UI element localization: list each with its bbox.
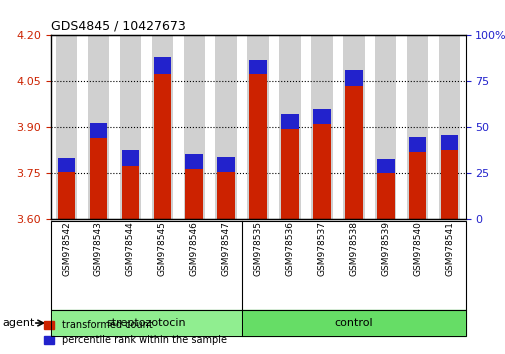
Text: GSM978545: GSM978545 bbox=[158, 221, 167, 276]
Bar bbox=[440, 135, 458, 150]
Text: GSM978547: GSM978547 bbox=[221, 221, 230, 276]
Bar bbox=[313, 124, 330, 219]
Bar bbox=[89, 123, 107, 138]
Bar bbox=[121, 150, 139, 166]
Bar bbox=[58, 172, 75, 219]
Bar bbox=[440, 150, 458, 219]
Text: GSM978541: GSM978541 bbox=[444, 221, 453, 276]
Bar bbox=[58, 158, 75, 172]
Text: GSM978538: GSM978538 bbox=[348, 221, 358, 276]
Text: GSM978540: GSM978540 bbox=[412, 221, 421, 276]
Bar bbox=[344, 70, 362, 86]
Bar bbox=[279, 35, 300, 219]
Legend: transformed count, percentile rank within the sample: transformed count, percentile rank withi… bbox=[40, 316, 230, 349]
Text: control: control bbox=[334, 318, 372, 328]
Bar bbox=[89, 138, 107, 219]
Text: GSM978546: GSM978546 bbox=[189, 221, 198, 276]
Text: GSM978544: GSM978544 bbox=[126, 221, 135, 276]
Bar bbox=[313, 109, 330, 124]
Bar bbox=[217, 157, 234, 172]
Text: GSM978543: GSM978543 bbox=[94, 221, 103, 276]
Text: agent: agent bbox=[3, 318, 35, 328]
Bar bbox=[87, 35, 109, 219]
Bar bbox=[247, 35, 268, 219]
Bar bbox=[281, 129, 298, 219]
Bar bbox=[408, 137, 426, 152]
Bar bbox=[342, 35, 364, 219]
Text: GDS4845 / 10427673: GDS4845 / 10427673 bbox=[50, 20, 185, 33]
Bar bbox=[374, 35, 395, 219]
Bar bbox=[344, 86, 362, 219]
Text: GSM978535: GSM978535 bbox=[253, 221, 262, 276]
Bar bbox=[281, 114, 298, 129]
Bar bbox=[183, 35, 205, 219]
Bar bbox=[153, 57, 171, 74]
Text: GSM978536: GSM978536 bbox=[285, 221, 294, 276]
Bar bbox=[121, 166, 139, 219]
Bar bbox=[185, 154, 203, 169]
Bar bbox=[120, 35, 141, 219]
Bar bbox=[152, 35, 173, 219]
Bar bbox=[249, 59, 266, 74]
Bar bbox=[217, 172, 234, 219]
Text: GSM978537: GSM978537 bbox=[317, 221, 326, 276]
Bar bbox=[376, 173, 394, 219]
Text: GSM978539: GSM978539 bbox=[380, 221, 389, 276]
Bar bbox=[406, 35, 428, 219]
Bar bbox=[376, 159, 394, 173]
Text: GSM978542: GSM978542 bbox=[62, 221, 71, 276]
Bar bbox=[408, 152, 426, 219]
Bar bbox=[153, 74, 171, 219]
Bar bbox=[311, 35, 332, 219]
Bar bbox=[438, 35, 460, 219]
Bar bbox=[249, 74, 266, 219]
Bar bbox=[56, 35, 77, 219]
Bar bbox=[215, 35, 236, 219]
Bar bbox=[185, 169, 203, 219]
Text: streptozotocin: streptozotocin bbox=[107, 318, 186, 328]
